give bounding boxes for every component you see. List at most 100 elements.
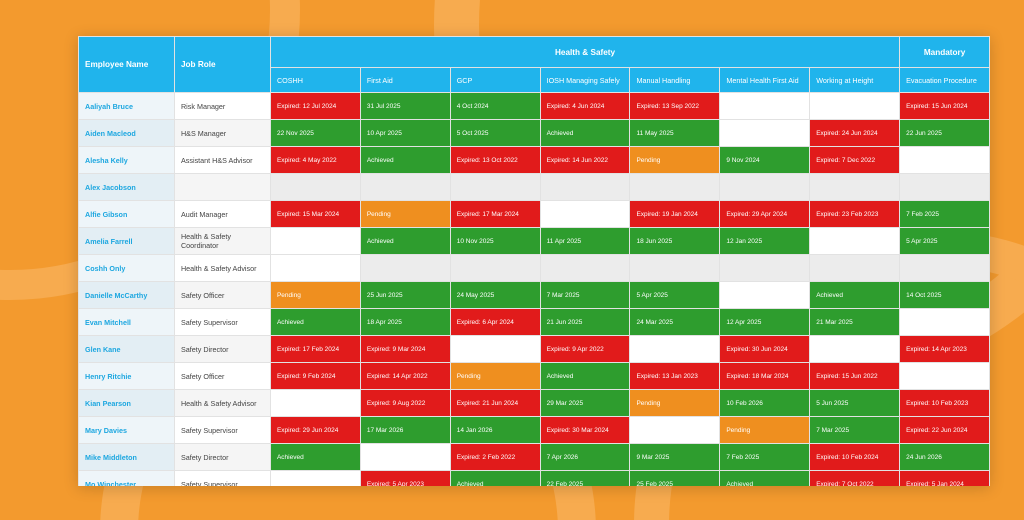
training-status-cell[interactable]: 12 Jan 2025 [720,228,810,255]
training-status-cell[interactable]: 4 Oct 2024 [450,93,540,120]
training-status-cell[interactable]: 12 Apr 2025 [720,309,810,336]
training-status-cell[interactable] [270,174,360,201]
training-status-cell[interactable] [450,174,540,201]
col-employee-name[interactable]: Employee Name [79,37,175,93]
training-status-cell[interactable]: Expired: 9 Mar 2024 [360,336,450,363]
training-status-cell[interactable] [540,255,630,282]
training-status-cell[interactable]: 5 Oct 2025 [450,120,540,147]
training-status-cell[interactable]: Pending [360,201,450,228]
training-status-cell[interactable] [900,255,990,282]
training-status-cell[interactable]: 25 Feb 2025 [630,471,720,487]
training-status-cell[interactable] [720,93,810,120]
training-status-cell[interactable] [360,444,450,471]
training-status-cell[interactable]: 5 Apr 2025 [630,282,720,309]
training-status-cell[interactable]: 25 Jun 2025 [360,282,450,309]
training-status-cell[interactable]: Expired: 9 Apr 2022 [540,336,630,363]
training-status-cell[interactable]: 17 Mar 2026 [360,417,450,444]
training-status-cell[interactable]: 9 Mar 2025 [630,444,720,471]
training-status-cell[interactable]: Pending [720,417,810,444]
training-status-cell[interactable]: Expired: 10 Feb 2024 [810,444,900,471]
training-status-cell[interactable]: Expired: 6 Apr 2024 [450,309,540,336]
employee-name-link[interactable]: Aiden Macleod [79,120,175,147]
employee-name-link[interactable]: Aaliyah Bruce [79,93,175,120]
training-status-cell[interactable] [900,174,990,201]
training-status-cell[interactable] [810,174,900,201]
training-status-cell[interactable]: Expired: 7 Dec 2022 [810,147,900,174]
training-status-cell[interactable] [360,255,450,282]
training-status-cell[interactable] [630,417,720,444]
employee-name-link[interactable]: Alex Jacobson [79,174,175,201]
training-status-cell[interactable]: Expired: 13 Sep 2022 [630,93,720,120]
training-status-cell[interactable]: Achieved [360,147,450,174]
training-status-cell[interactable]: Expired: 14 Apr 2023 [900,336,990,363]
training-status-cell[interactable]: Achieved [360,228,450,255]
training-status-cell[interactable]: Expired: 18 Mar 2024 [720,363,810,390]
training-status-cell[interactable] [900,147,990,174]
training-status-cell[interactable]: Expired: 4 Jun 2024 [540,93,630,120]
training-status-cell[interactable]: 7 Feb 2025 [900,201,990,228]
training-status-cell[interactable]: 21 Mar 2025 [810,309,900,336]
employee-name-link[interactable]: Mike Middleton [79,444,175,471]
training-status-cell[interactable]: Expired: 21 Jun 2024 [450,390,540,417]
training-status-cell[interactable]: 10 Nov 2025 [450,228,540,255]
training-status-cell[interactable] [900,309,990,336]
employee-name-link[interactable]: Evan Mitchell [79,309,175,336]
training-status-cell[interactable] [810,255,900,282]
training-status-cell[interactable]: 24 Mar 2025 [630,309,720,336]
col-training[interactable]: Mental Health First Aid [720,68,810,93]
training-status-cell[interactable]: 21 Jun 2025 [540,309,630,336]
training-status-cell[interactable]: 18 Apr 2025 [360,309,450,336]
training-status-cell[interactable]: Expired: 24 Jun 2024 [810,120,900,147]
training-status-cell[interactable]: Achieved [810,282,900,309]
training-status-cell[interactable]: Expired: 22 Jun 2024 [900,417,990,444]
training-status-cell[interactable]: 7 Feb 2025 [720,444,810,471]
training-status-cell[interactable]: Expired: 12 Jul 2024 [270,93,360,120]
training-status-cell[interactable]: Expired: 30 Jun 2024 [720,336,810,363]
training-status-cell[interactable]: 24 Jun 2026 [900,444,990,471]
training-status-cell[interactable]: Pending [630,390,720,417]
training-status-cell[interactable] [630,174,720,201]
training-status-cell[interactable] [630,255,720,282]
training-status-cell[interactable]: Expired: 10 Feb 2023 [900,390,990,417]
col-training[interactable]: COSHH [270,68,360,93]
training-status-cell[interactable] [720,174,810,201]
training-status-cell[interactable]: Expired: 13 Jan 2023 [630,363,720,390]
training-status-cell[interactable]: 7 Apr 2026 [540,444,630,471]
training-status-cell[interactable]: Expired: 14 Jun 2022 [540,147,630,174]
training-status-cell[interactable]: Achieved [720,471,810,487]
training-status-cell[interactable]: 5 Jun 2025 [810,390,900,417]
col-training[interactable]: Evacuation Procedure [900,68,990,93]
employee-name-link[interactable]: Glen Kane [79,336,175,363]
training-status-cell[interactable] [270,471,360,487]
training-status-cell[interactable]: Achieved [450,471,540,487]
training-status-cell[interactable]: Expired: 9 Feb 2024 [270,363,360,390]
training-status-cell[interactable] [540,201,630,228]
training-status-cell[interactable]: Achieved [540,363,630,390]
training-status-cell[interactable]: 18 Jun 2025 [630,228,720,255]
training-status-cell[interactable]: Expired: 5 Apr 2023 [360,471,450,487]
training-status-cell[interactable]: Expired: 15 Mar 2024 [270,201,360,228]
training-status-cell[interactable]: Pending [450,363,540,390]
employee-name-link[interactable]: Alesha Kelly [79,147,175,174]
training-status-cell[interactable] [270,228,360,255]
training-status-cell[interactable] [810,336,900,363]
col-training[interactable]: IOSH Managing Safely [540,68,630,93]
employee-name-link[interactable]: Mary Davies [79,417,175,444]
training-status-cell[interactable]: 11 Apr 2025 [540,228,630,255]
training-status-cell[interactable]: 11 May 2025 [630,120,720,147]
training-status-cell[interactable] [270,390,360,417]
training-status-cell[interactable] [270,255,360,282]
col-training[interactable]: First Aid [360,68,450,93]
training-status-cell[interactable] [450,336,540,363]
training-status-cell[interactable]: Expired: 4 May 2022 [270,147,360,174]
training-status-cell[interactable] [360,174,450,201]
employee-name-link[interactable]: Coshh Only [79,255,175,282]
training-status-cell[interactable] [540,174,630,201]
training-status-cell[interactable]: 5 Apr 2025 [900,228,990,255]
training-status-cell[interactable]: Expired: 29 Jun 2024 [270,417,360,444]
training-status-cell[interactable]: Expired: 15 Jun 2022 [810,363,900,390]
training-status-cell[interactable]: Expired: 17 Feb 2024 [270,336,360,363]
training-status-cell[interactable]: Achieved [270,444,360,471]
employee-name-link[interactable]: Henry Ritchie [79,363,175,390]
training-status-cell[interactable]: Expired: 17 Mar 2024 [450,201,540,228]
